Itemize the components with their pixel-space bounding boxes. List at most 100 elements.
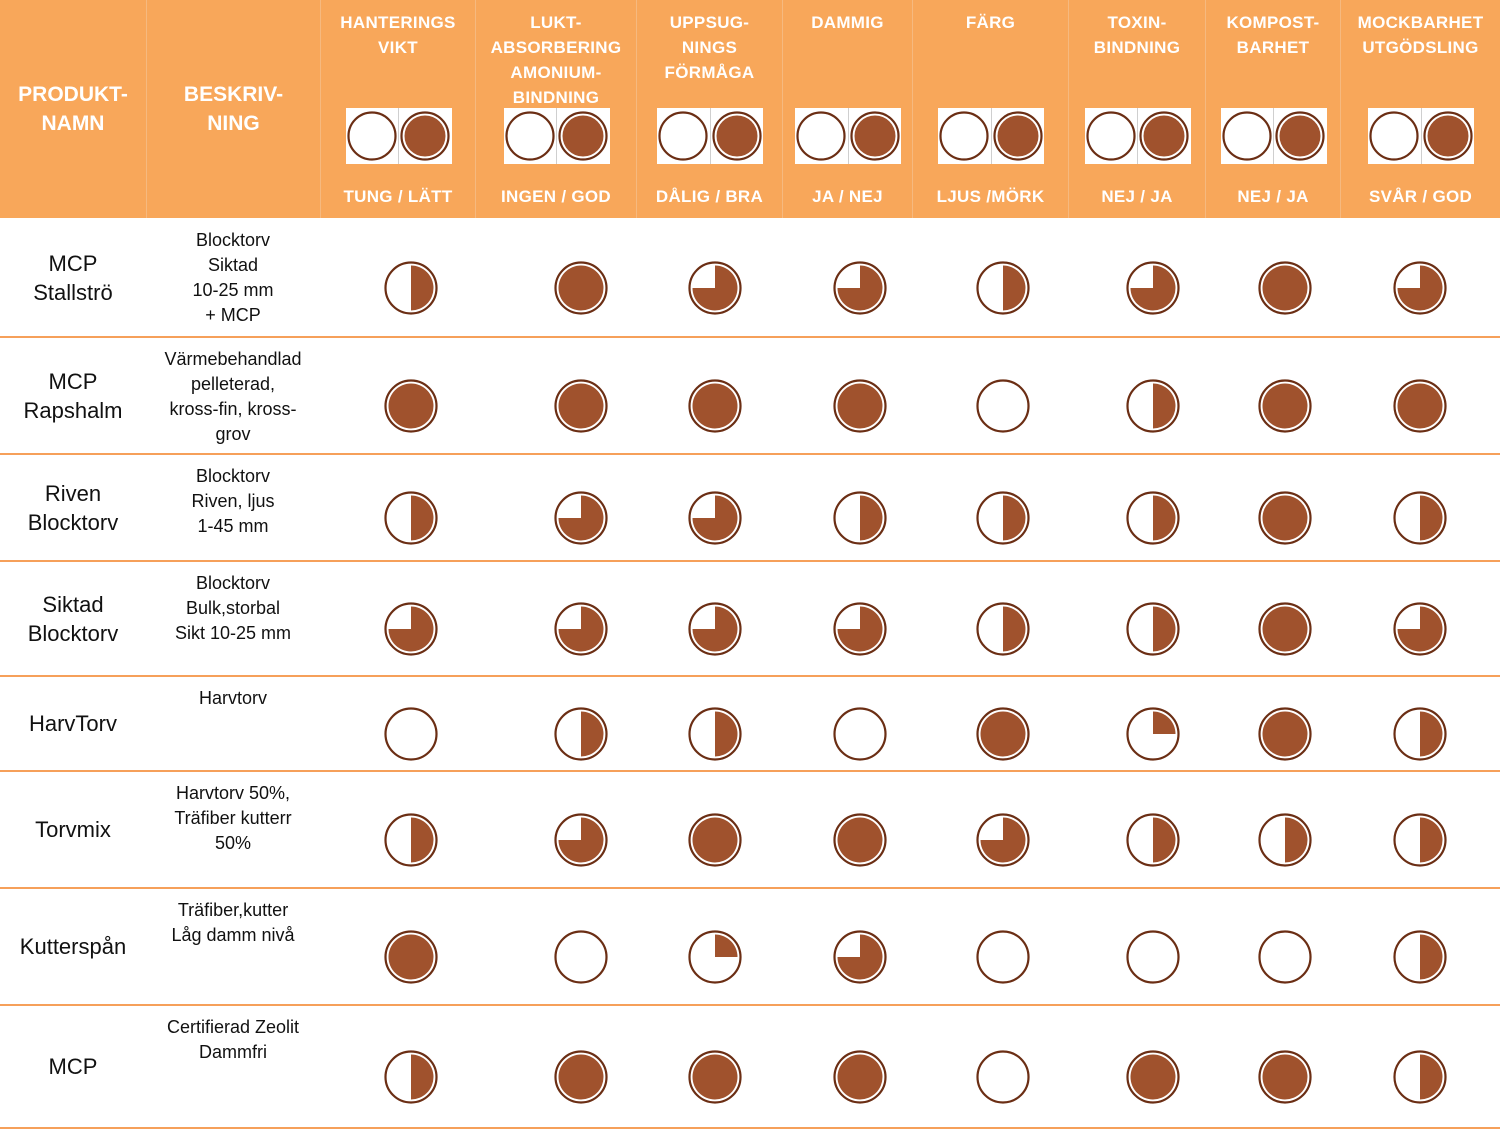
row-divider xyxy=(0,560,1500,562)
rating-fill xyxy=(558,606,604,651)
rating-circle-icon xyxy=(1126,1049,1180,1104)
empty-circle-icon xyxy=(505,111,555,161)
rating-ring xyxy=(796,111,846,161)
rating-circle-icon xyxy=(976,812,1030,867)
rating-circle-icon xyxy=(1258,812,1312,867)
rating-cell xyxy=(1258,706,1312,761)
rating-cell xyxy=(1126,601,1180,656)
rating-circle-icon xyxy=(833,378,887,433)
rating-cell xyxy=(688,812,742,867)
rating-fill xyxy=(1262,383,1308,428)
rating-fill xyxy=(558,265,604,310)
rating-ring xyxy=(939,111,989,161)
rating-fill xyxy=(388,934,434,979)
rating-cell xyxy=(554,929,608,984)
rating-circle-icon xyxy=(833,260,887,315)
rating-cell xyxy=(554,260,608,315)
rating-cell xyxy=(1393,929,1447,984)
column-scale: NEJ / JA xyxy=(1101,187,1173,206)
rating-circle-icon xyxy=(384,378,438,433)
empty-circle-icon xyxy=(1086,111,1136,161)
product-name: HarvTorv xyxy=(0,676,146,771)
rating-fill xyxy=(837,1054,883,1099)
product-name-label: Riven Blocktorv xyxy=(27,480,119,535)
filled-circle-icon xyxy=(712,111,762,161)
rating-circle-icon xyxy=(976,260,1030,315)
rating-circle-icon xyxy=(1258,490,1312,545)
column-header: UPPSUG- NINGS FÖRMÅGA DÅLIG / BRA xyxy=(636,0,782,218)
product-name: Riven Blocktorv xyxy=(0,454,146,561)
rating-fill xyxy=(837,817,883,862)
description-header: BESKRIV- NING xyxy=(146,0,320,218)
filled-circle-icon xyxy=(1139,111,1189,161)
rating-cell xyxy=(1393,490,1447,545)
rating-cell xyxy=(976,260,1030,315)
rating-fill xyxy=(558,1054,604,1099)
legend-low xyxy=(1085,108,1138,164)
rating-cell xyxy=(976,490,1030,545)
rating-fill xyxy=(692,495,738,540)
rating-circle-icon xyxy=(833,929,887,984)
rating-fill xyxy=(1143,115,1185,157)
rating-fill xyxy=(388,606,434,651)
rating-fill xyxy=(1130,1054,1176,1099)
product-name: Siktad Blocktorv xyxy=(0,561,146,676)
column-title: HANTERINGS VIKT xyxy=(340,13,456,57)
rating-ring xyxy=(658,111,708,161)
row-divider xyxy=(0,1127,1500,1129)
rating-fill xyxy=(692,383,738,428)
legend-high xyxy=(849,108,902,164)
rating-fill xyxy=(1285,817,1308,862)
product-name-label: Kutterspån xyxy=(19,934,127,959)
rating-ring xyxy=(976,929,1030,984)
rating-fill xyxy=(837,383,883,428)
rating-fill xyxy=(1153,711,1176,734)
legend-low xyxy=(657,108,711,164)
column-scale: TUNG / LÄTT xyxy=(343,187,453,206)
rating-fill xyxy=(716,115,758,157)
rating-cell xyxy=(384,601,438,656)
rating-circle-icon xyxy=(833,706,887,761)
rating-circle-icon xyxy=(1393,260,1447,315)
legend-high xyxy=(992,108,1045,164)
row-divider xyxy=(0,770,1500,772)
column-scale: SVÅR / GOD xyxy=(1368,187,1473,206)
rating-cell xyxy=(976,929,1030,984)
column-header: FÄRG LJUS /MÖRK xyxy=(912,0,1068,218)
product-name: MCP Rapshalm xyxy=(0,337,146,454)
rating-circle-icon xyxy=(1258,601,1312,656)
column-title: LUKT- ABSORBERING AMONIUM- BINDNING xyxy=(490,13,622,107)
product-name: Torvmix xyxy=(0,771,146,888)
rating-circle-icon xyxy=(384,929,438,984)
rating-cell xyxy=(1258,812,1312,867)
rating-fill xyxy=(1420,1054,1443,1099)
rating-legend xyxy=(795,108,901,164)
rating-cell xyxy=(833,260,887,315)
empty-circle-icon xyxy=(796,111,846,161)
column-header: HANTERINGS VIKT TUNG / LÄTT xyxy=(320,0,475,218)
rating-cell xyxy=(1126,1049,1180,1104)
rating-ring xyxy=(1126,929,1180,984)
rating-cell xyxy=(1258,260,1312,315)
rating-circle-icon xyxy=(976,378,1030,433)
rating-legend xyxy=(1220,108,1327,164)
rating-circle-icon xyxy=(1258,260,1312,315)
rating-cell xyxy=(1126,929,1180,984)
rating-cell xyxy=(1258,490,1312,545)
rating-ring xyxy=(554,929,608,984)
rating-fill xyxy=(1397,265,1443,310)
rating-fill xyxy=(562,115,604,157)
legend-high xyxy=(557,108,610,164)
column-header: TOXIN- BINDNING NEJ / JA xyxy=(1068,0,1205,218)
empty-circle-icon xyxy=(347,111,397,161)
rating-circle-icon xyxy=(1393,490,1447,545)
product-description: Träfiber,kutter Låg damm nivå xyxy=(171,900,295,945)
product-name-header: PRODUKT- NAMN xyxy=(0,0,146,218)
column-scale: DÅLIG / BRA xyxy=(655,187,764,206)
rating-fill xyxy=(1153,817,1176,862)
rating-cell xyxy=(1393,260,1447,315)
rating-cell xyxy=(833,706,887,761)
column-title: MOCKBARHET UTGÖDSLING xyxy=(1357,13,1484,57)
rating-circle-icon xyxy=(688,812,742,867)
